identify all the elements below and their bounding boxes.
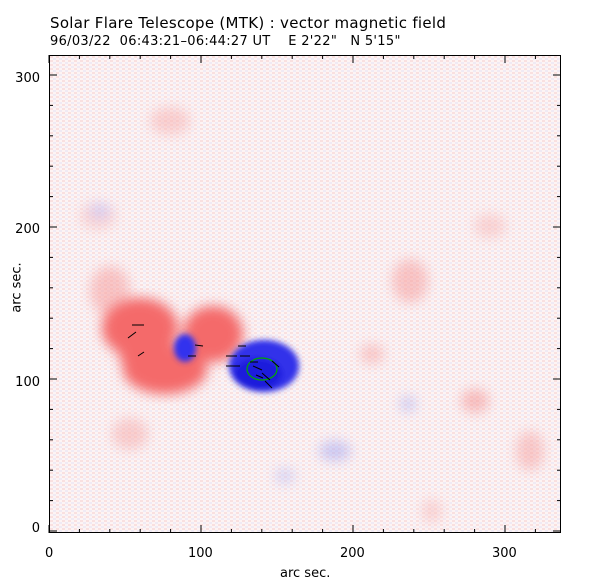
north-offset: N 5'15" — [350, 34, 401, 49]
negative-polarity-region — [174, 334, 299, 392]
observation-date: 96/03/22 — [50, 34, 111, 49]
y-tick-label: 300 — [15, 71, 40, 86]
x-tick-label: 0 — [45, 546, 54, 561]
observation-info: 96/03/22 06:43:21–06:44:27 UT E 2'22" N … — [50, 34, 401, 49]
y-tick-label: 0 — [31, 521, 40, 536]
observation-time: 06:43:21–06:44:27 UT — [119, 34, 271, 49]
y-tick-label: 100 — [15, 375, 40, 390]
x-axis-label: arc sec. — [280, 566, 331, 581]
x-tick-label: 100 — [188, 546, 213, 561]
east-offset: E 2'22" — [288, 34, 338, 49]
noise-background — [50, 56, 560, 532]
y-tick-label: 200 — [15, 222, 40, 237]
image-title: Solar Flare Telescope (MTK) : vector mag… — [50, 14, 447, 32]
transverse-field-vectors — [127, 324, 280, 389]
contour-line — [246, 357, 278, 381]
x-tick-label: 300 — [492, 546, 517, 561]
magnetogram-image — [50, 56, 560, 532]
magnetogram-plot — [49, 55, 561, 533]
x-tick-label: 200 — [340, 546, 365, 561]
y-axis-label: arc sec. — [9, 262, 25, 313]
